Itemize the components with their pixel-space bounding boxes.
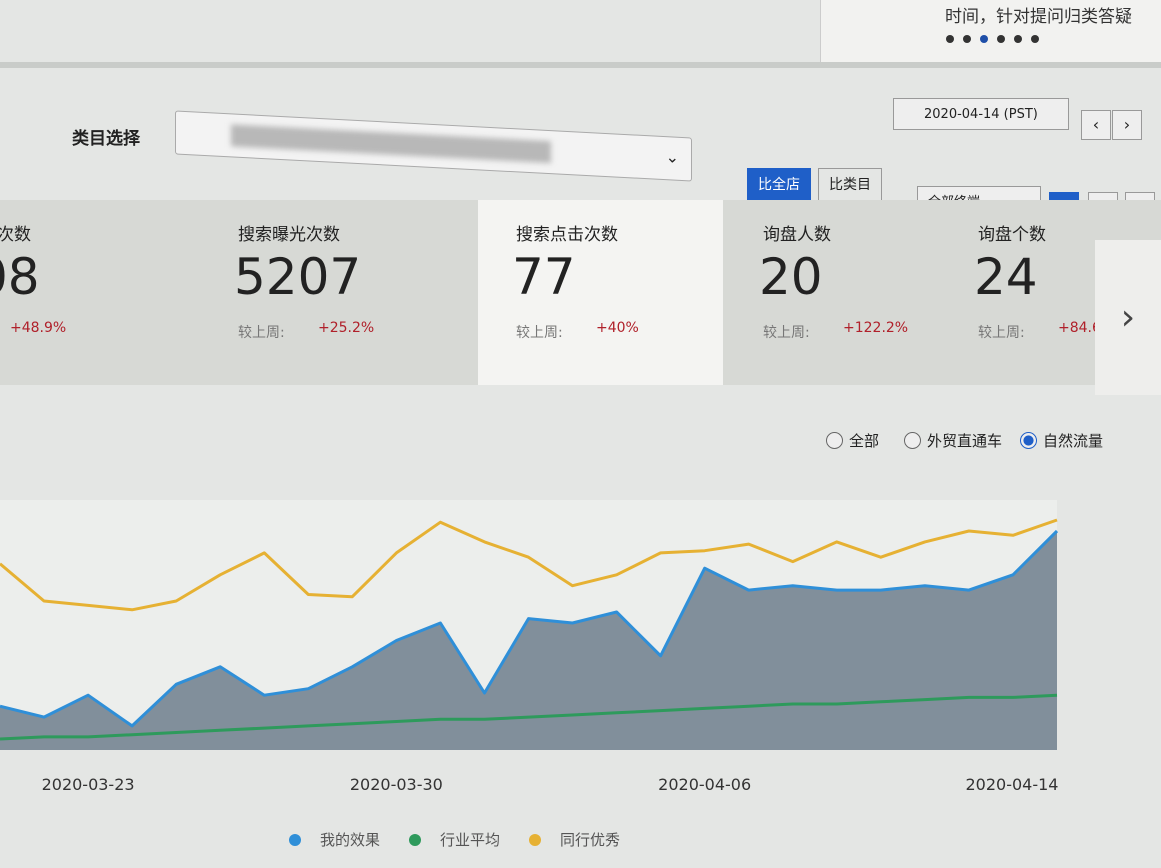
- compare-button[interactable]: 比全店: [747, 168, 811, 202]
- metric-compare-label: 较上周:: [238, 325, 285, 341]
- metric-compare-label: 较上周:: [978, 325, 1025, 341]
- x-tick-label: 2020-03-23: [42, 775, 135, 794]
- legend-marker: [409, 834, 421, 846]
- metric-label: 询盘人数: [763, 225, 831, 245]
- radio-option[interactable]: 自然流量: [1020, 430, 1103, 451]
- metric-value: 24: [974, 248, 1038, 306]
- category-select[interactable]: ⌄: [175, 110, 692, 182]
- metric-value: 5207: [234, 248, 362, 306]
- metric-value: 20: [759, 248, 823, 306]
- legend-label: 行业平均: [440, 831, 500, 849]
- legend-marker: [529, 834, 541, 846]
- prev-button[interactable]: ‹: [1081, 110, 1111, 140]
- x-tick-label: 2020-04-06: [658, 775, 751, 794]
- legend-label: 同行优秀: [560, 831, 620, 849]
- legend-label: 我的效果: [320, 831, 380, 849]
- metric-card: 搜索点击次数 77 较上周: +40%: [478, 200, 723, 385]
- metric-change: +25.2%: [318, 320, 375, 336]
- metric-cards: 问次数08周:+48.9%搜索曝光次数5207较上周:+25.2%搜索点击次数7…: [0, 200, 1161, 385]
- banner: 时间，针对提问归类答疑: [820, 0, 1161, 62]
- metric-compare-label: 较上周:: [516, 325, 563, 341]
- next-button[interactable]: ›: [1112, 110, 1142, 140]
- radio-option[interactable]: 全部: [826, 430, 879, 451]
- metric-label: 问次数: [0, 225, 31, 245]
- metric-label: 搜索点击次数: [516, 225, 618, 245]
- radio-option[interactable]: 外贸直通车: [904, 430, 1002, 451]
- metric-card: 询盘个数 24 较上周: +84.6%: [950, 200, 1114, 385]
- more-metrics-button[interactable]: ›: [1095, 240, 1161, 395]
- chart: 2020-03-23 2020-03-30 2020-04-06 2020-04-14…: [0, 500, 1059, 849]
- metric-value: 08: [0, 248, 40, 306]
- radio-label: 外贸直通车: [927, 432, 1003, 450]
- banner-text: 时间，针对提问归类答疑: [945, 7, 1132, 27]
- x-tick-label: 2020-03-30: [350, 775, 443, 794]
- carousel-dots[interactable]: [946, 28, 1048, 48]
- line: [0, 518, 1058, 612]
- metric-card: 搜索曝光次数 5207 较上周: +25.2%: [200, 200, 475, 385]
- metric-label: 搜索曝光次数: [238, 225, 340, 245]
- line: [0, 529, 1059, 728]
- x-tick-label: 2020-04-14: [966, 775, 1059, 794]
- metric-label: 询盘个数: [978, 225, 1046, 245]
- date-picker[interactable]: 2020-04-14 (PST): [893, 98, 1069, 130]
- compare-button[interactable]: 比类目: [818, 168, 882, 202]
- radio-label: 自然流量: [1043, 432, 1104, 450]
- radio-label: 全部: [849, 432, 880, 450]
- metric-card: 询盘人数 20 较上周: +122.2%: [725, 200, 950, 385]
- metric-value: 77: [512, 248, 576, 306]
- metric-change: +122.2%: [843, 320, 909, 336]
- legend-marker: [289, 834, 301, 846]
- metric-change: +48.9%: [10, 320, 67, 336]
- metric-card: 问次数08周:+48.9%: [0, 200, 200, 385]
- line: [0, 693, 1058, 741]
- metric-change: +40%: [596, 320, 639, 336]
- divider: [0, 62, 1161, 68]
- metric-compare-label: 较上周:: [763, 325, 810, 341]
- category-label: 类目选择: [72, 129, 140, 149]
